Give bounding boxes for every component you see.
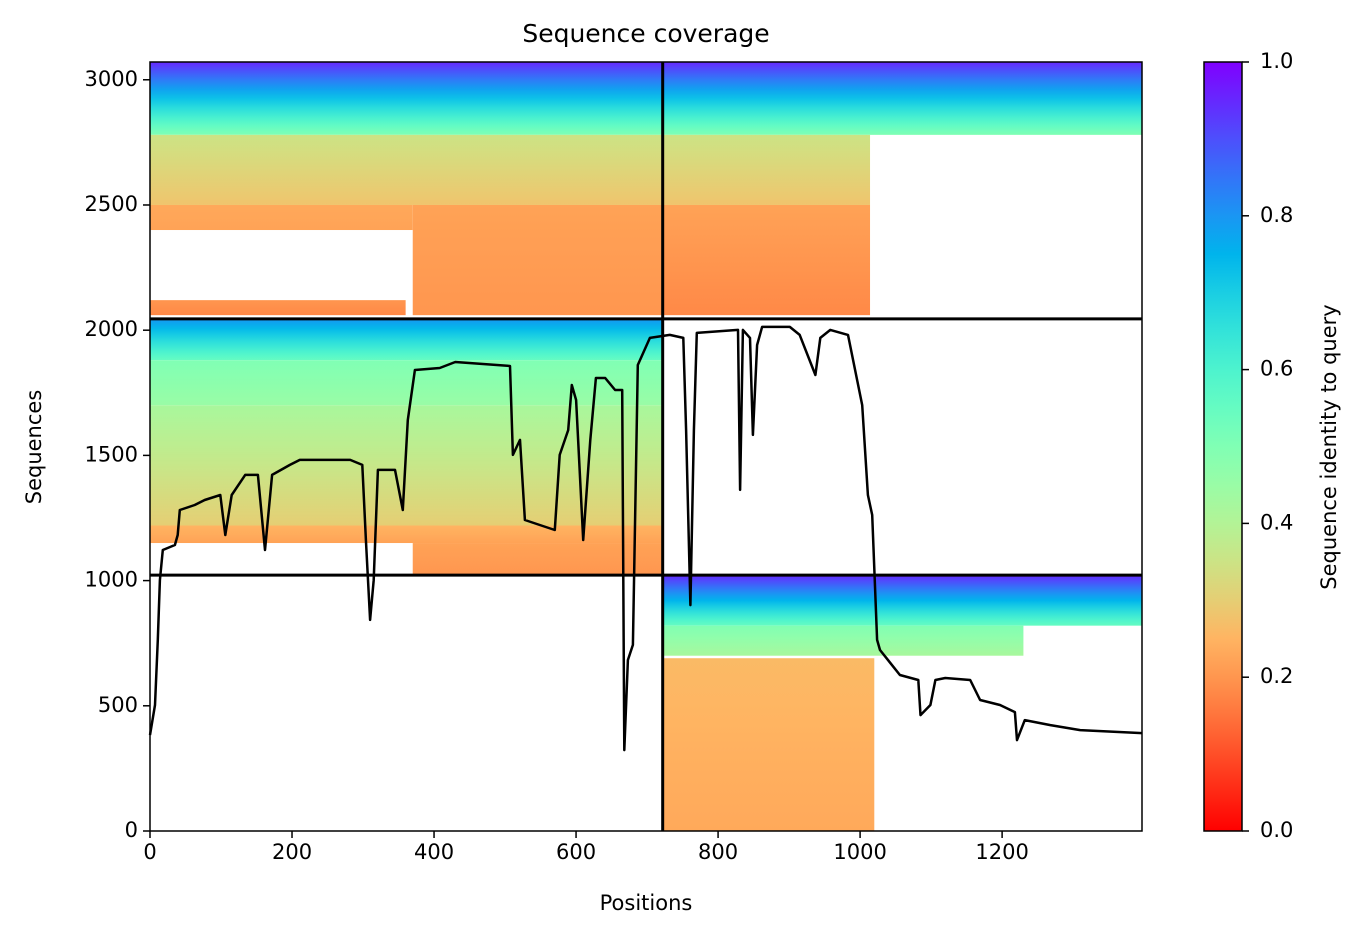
coverage-band [150,204,413,231]
y-tick-label: 500 [98,693,138,717]
coverage-band [662,204,871,316]
x-tick-label: 200 [272,840,312,864]
colorbar-tick-label: 0.2 [1260,664,1293,688]
colorbar-tick-label: 1.0 [1260,49,1293,73]
coverage-band [662,625,1024,656]
colorbar-tick-label: 0.0 [1260,818,1293,842]
colorbar-label: Sequence identity to query [1317,304,1341,589]
coverage-band [150,318,663,361]
coverage-line [148,325,1143,752]
colorbar [1203,61,1243,832]
coverage-band [412,543,663,576]
y-axis-label: Sequences [22,390,46,505]
y-tick-label: 0 [125,818,138,842]
y-tick-label: 2000 [85,317,138,341]
x-tick-label: 400 [414,840,454,864]
x-tick-label: 1000 [833,840,886,864]
coverage-band [150,134,663,205]
colorbar-tick-label: 0.4 [1260,510,1293,534]
coverage-band [662,62,1142,135]
x-tick-label: 0 [143,840,156,864]
x-tick-label: 1200 [975,840,1028,864]
coverage-band [150,360,663,406]
y-tick-label: 1000 [85,568,138,592]
coverage-band [662,575,1142,626]
coverage-band [662,134,871,205]
x-tick-label: 800 [698,840,738,864]
coverage-band [412,204,663,316]
x-tick-label: 600 [556,840,596,864]
coverage-band [150,300,406,316]
coverage-band [662,658,875,831]
coverage-band [150,525,663,544]
colorbar-tick-label: 0.6 [1260,357,1293,381]
y-tick-label: 1500 [85,442,138,466]
y-tick-label: 2500 [85,192,138,216]
colorbar-tick-label: 0.8 [1260,203,1293,227]
y-tick-label: 3000 [85,67,138,91]
coverage-band [150,62,663,135]
x-axis-label: Positions [600,891,693,915]
plot-frame [149,61,1143,832]
chart-title: Sequence coverage [522,19,769,48]
